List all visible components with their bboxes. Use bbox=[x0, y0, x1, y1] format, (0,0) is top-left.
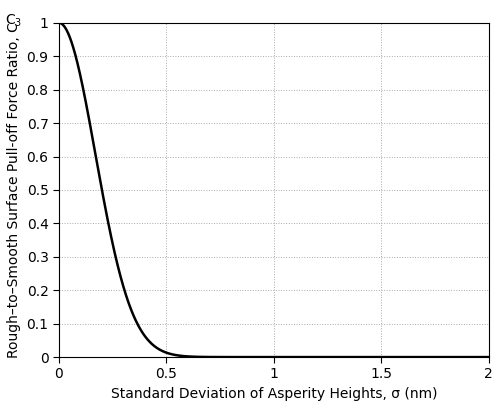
Text: C$_3$: C$_3$ bbox=[5, 12, 22, 29]
Y-axis label: Rough–to–Smooth Surface Pull-off Force Ratio, C: Rough–to–Smooth Surface Pull-off Force R… bbox=[7, 22, 21, 358]
X-axis label: Standard Deviation of Asperity Heights, σ (nm): Standard Deviation of Asperity Heights, … bbox=[110, 387, 437, 401]
